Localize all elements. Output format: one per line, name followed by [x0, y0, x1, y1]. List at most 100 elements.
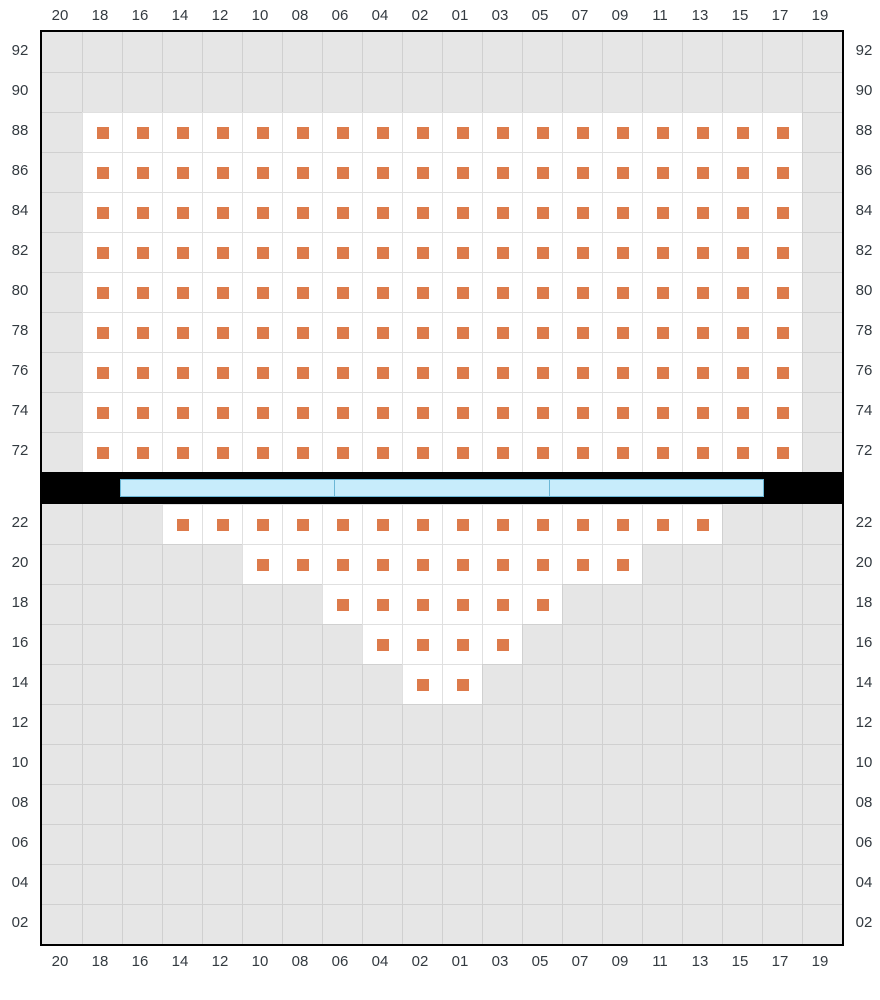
seat-cell[interactable] [722, 432, 762, 472]
seat-cell[interactable] [642, 272, 682, 312]
seat-cell[interactable] [562, 544, 602, 584]
seat-cell[interactable] [562, 432, 602, 472]
seat-cell[interactable] [162, 504, 202, 544]
seat-cell[interactable] [602, 112, 642, 152]
seat-cell[interactable] [282, 352, 322, 392]
seat-cell[interactable] [522, 152, 562, 192]
seat-cell[interactable] [82, 312, 122, 352]
seat-cell[interactable] [242, 392, 282, 432]
seat-cell[interactable] [602, 192, 642, 232]
seat-cell[interactable] [442, 272, 482, 312]
seat-cell[interactable] [402, 152, 442, 192]
seat-cell[interactable] [402, 352, 442, 392]
seat-cell[interactable] [762, 392, 802, 432]
seat-cell[interactable] [562, 392, 602, 432]
seat-cell[interactable] [442, 504, 482, 544]
seat-cell[interactable] [482, 312, 522, 352]
seat-cell[interactable] [162, 152, 202, 192]
seat-cell[interactable] [482, 272, 522, 312]
seat-cell[interactable] [642, 312, 682, 352]
seat-cell[interactable] [602, 152, 642, 192]
seat-cell[interactable] [122, 112, 162, 152]
seat-cell[interactable] [322, 352, 362, 392]
seat-cell[interactable] [82, 192, 122, 232]
seat-cell[interactable] [362, 312, 402, 352]
seat-cell[interactable] [722, 272, 762, 312]
seat-cell[interactable] [162, 192, 202, 232]
seat-cell[interactable] [562, 312, 602, 352]
seat-cell[interactable] [362, 352, 402, 392]
seat-cell[interactable] [602, 272, 642, 312]
seat-cell[interactable] [602, 352, 642, 392]
seat-cell[interactable] [362, 584, 402, 624]
seat-cell[interactable] [482, 352, 522, 392]
seat-cell[interactable] [122, 352, 162, 392]
seat-cell[interactable] [202, 112, 242, 152]
seat-cell[interactable] [442, 112, 482, 152]
seat-cell[interactable] [282, 432, 322, 472]
seat-cell[interactable] [282, 312, 322, 352]
seat-cell[interactable] [762, 272, 802, 312]
seat-cell[interactable] [522, 392, 562, 432]
seat-cell[interactable] [562, 112, 602, 152]
seat-cell[interactable] [242, 432, 282, 472]
seat-cell[interactable] [682, 352, 722, 392]
seat-cell[interactable] [282, 192, 322, 232]
seat-cell[interactable] [522, 352, 562, 392]
seat-cell[interactable] [202, 352, 242, 392]
seat-cell[interactable] [82, 152, 122, 192]
seat-cell[interactable] [362, 152, 402, 192]
seat-cell[interactable] [162, 272, 202, 312]
seat-cell[interactable] [282, 272, 322, 312]
seat-cell[interactable] [362, 272, 402, 312]
seat-cell[interactable] [442, 584, 482, 624]
seat-cell[interactable] [402, 312, 442, 352]
seat-cell[interactable] [562, 192, 602, 232]
seat-cell[interactable] [682, 112, 722, 152]
seat-cell[interactable] [242, 504, 282, 544]
seat-cell[interactable] [242, 544, 282, 584]
seat-cell[interactable] [442, 432, 482, 472]
seat-cell[interactable] [442, 624, 482, 664]
seat-cell[interactable] [482, 112, 522, 152]
seat-cell[interactable] [682, 152, 722, 192]
seat-cell[interactable] [682, 232, 722, 272]
seat-cell[interactable] [242, 192, 282, 232]
seat-cell[interactable] [282, 152, 322, 192]
seat-cell[interactable] [162, 392, 202, 432]
seat-cell[interactable] [122, 432, 162, 472]
seat-cell[interactable] [722, 392, 762, 432]
seat-cell[interactable] [202, 192, 242, 232]
seat-cell[interactable] [242, 272, 282, 312]
seat-cell[interactable] [642, 392, 682, 432]
seat-cell[interactable] [322, 312, 362, 352]
seat-cell[interactable] [522, 232, 562, 272]
seat-cell[interactable] [642, 232, 682, 272]
seat-cell[interactable] [762, 312, 802, 352]
seat-cell[interactable] [602, 544, 642, 584]
seat-cell[interactable] [322, 584, 362, 624]
seat-cell[interactable] [402, 624, 442, 664]
seat-cell[interactable] [242, 152, 282, 192]
seat-cell[interactable] [362, 624, 402, 664]
seat-cell[interactable] [562, 152, 602, 192]
seat-cell[interactable] [82, 392, 122, 432]
seat-cell[interactable] [722, 352, 762, 392]
seat-cell[interactable] [762, 352, 802, 392]
seat-cell[interactable] [202, 504, 242, 544]
seat-cell[interactable] [482, 544, 522, 584]
seat-cell[interactable] [402, 192, 442, 232]
seat-cell[interactable] [522, 272, 562, 312]
seat-cell[interactable] [602, 232, 642, 272]
seat-cell[interactable] [442, 152, 482, 192]
seat-cell[interactable] [482, 504, 522, 544]
seat-cell[interactable] [362, 232, 402, 272]
seat-cell[interactable] [202, 152, 242, 192]
seat-cell[interactable] [362, 192, 402, 232]
seat-cell[interactable] [442, 192, 482, 232]
seat-cell[interactable] [402, 232, 442, 272]
seat-cell[interactable] [682, 392, 722, 432]
seat-cell[interactable] [642, 504, 682, 544]
seat-cell[interactable] [162, 312, 202, 352]
seat-cell[interactable] [322, 432, 362, 472]
